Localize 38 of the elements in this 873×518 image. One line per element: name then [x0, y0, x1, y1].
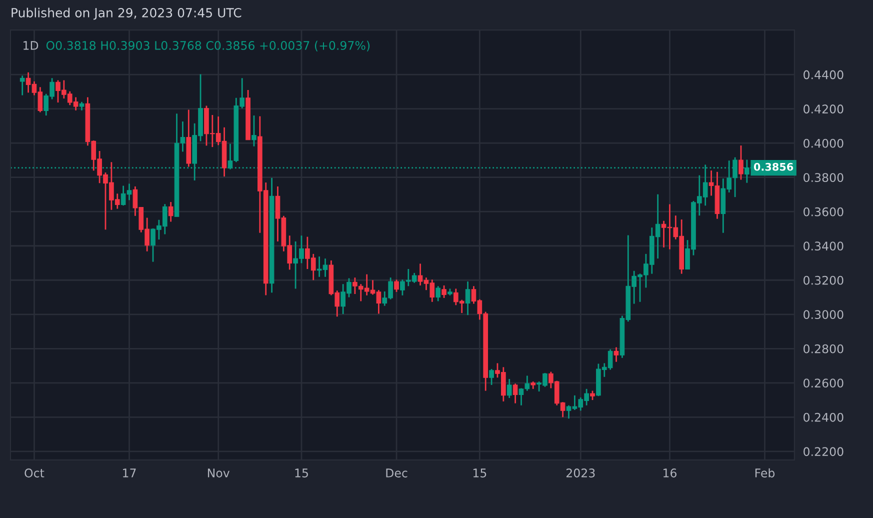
- candlestick: [394, 278, 399, 293]
- y-tick-label: 0.4000: [804, 138, 844, 148]
- candlestick: [442, 284, 446, 299]
- candlestick: [20, 74, 25, 96]
- candlestick: [436, 285, 441, 302]
- y-tick-label: 0.2800: [804, 344, 844, 354]
- y-tick-label: 0.4200: [804, 104, 844, 114]
- y-tick-label: 0.3000: [804, 310, 844, 320]
- y-tick-label: 0.3400: [804, 242, 844, 251]
- candlestick: [590, 390, 595, 401]
- text: 1D: [24, 41, 38, 50]
- x-tick-label: 15: [473, 468, 486, 478]
- x-tick-label: 17: [123, 468, 136, 478]
- candlestick: [512, 382, 518, 404]
- x-tick-label: 2023: [566, 468, 595, 478]
- candlestick: [506, 378, 512, 399]
- y-tick-label: 0.2600: [804, 378, 844, 388]
- y-tick-label: 0.2200: [804, 447, 844, 456]
- y-tick-label: 0.3800: [804, 173, 844, 182]
- candlestick: [168, 201, 174, 222]
- x-tick-label: Oct: [24, 468, 44, 478]
- x-tick-label: 16: [663, 468, 676, 478]
- y-tick-label: 0.2400: [804, 412, 844, 422]
- candlestick: [489, 368, 494, 386]
- candlestick: [614, 346, 619, 363]
- x-tick-label: Nov: [208, 468, 230, 478]
- x-tick-label: Feb: [755, 468, 775, 478]
- candlestick: [738, 144, 744, 180]
- candlestick: [252, 114, 256, 148]
- y-tick-label: 0.3200: [804, 276, 844, 285]
- x-tick-label: 15: [295, 468, 308, 478]
- y-tick-label: 0.4400: [804, 70, 844, 80]
- text: O0.3818 H0.3903 L0.3768 C0.3856 +0.0037 (+0.97%): [46, 40, 370, 52]
- candlestick: [465, 280, 470, 316]
- x-tick-label: Dec: [386, 468, 408, 478]
- text: Published on Jan 29, 2023 07:45 UTC: [12, 8, 242, 20]
- y-tick-label: 0.3600: [804, 207, 844, 216]
- ref-line-label: 0.3856: [754, 162, 794, 171]
